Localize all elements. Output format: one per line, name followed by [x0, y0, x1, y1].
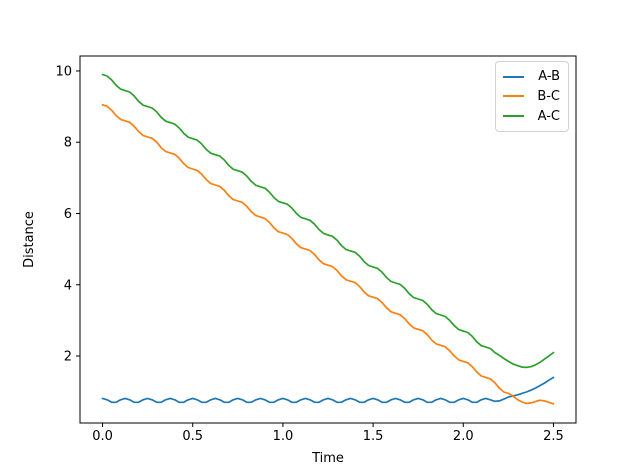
legend-line-swatch-ab — [503, 75, 524, 78]
legend: A-B B-C A-C — [495, 61, 569, 132]
y-tick-label: 6 — [64, 207, 72, 222]
series-lines — [101, 73, 555, 405]
series-line-a-b — [101, 376, 555, 404]
series-line-a-c — [101, 73, 555, 369]
axis-ticks: 0.0 0.5 1.0 1.5 2.0 2.5 2 4 6 8 10 — [55, 64, 563, 443]
y-tick-label: 4 — [64, 278, 72, 293]
plot-area-spines — [79, 55, 577, 424]
y-axis-label: Distance — [22, 211, 37, 268]
legend-item-ac: A-C — [503, 110, 560, 123]
legend-label-ab: A-B — [538, 69, 560, 85]
y-tick-label: 8 — [64, 136, 72, 151]
series-line-b-c — [101, 103, 555, 405]
x-tick-label: 0.0 — [92, 429, 113, 444]
x-tick-label: 1.0 — [273, 429, 294, 444]
legend-item-ab: A-B — [503, 70, 560, 83]
legend-line-swatch-ac — [503, 115, 524, 118]
x-axis-label: Time — [311, 451, 344, 466]
y-tick-label: 10 — [55, 64, 72, 79]
legend-item-bc: B-C — [503, 90, 560, 103]
x-tick-label: 2.5 — [543, 429, 564, 444]
y-tick-label: 2 — [64, 350, 72, 365]
x-tick-label: 1.5 — [363, 429, 384, 444]
x-tick-label: 0.5 — [182, 429, 203, 444]
legend-label-ac: A-C — [537, 108, 560, 124]
x-tick-label: 2.0 — [453, 429, 474, 444]
legend-label-bc: B-C — [537, 88, 560, 104]
legend-line-swatch-bc — [503, 95, 524, 98]
